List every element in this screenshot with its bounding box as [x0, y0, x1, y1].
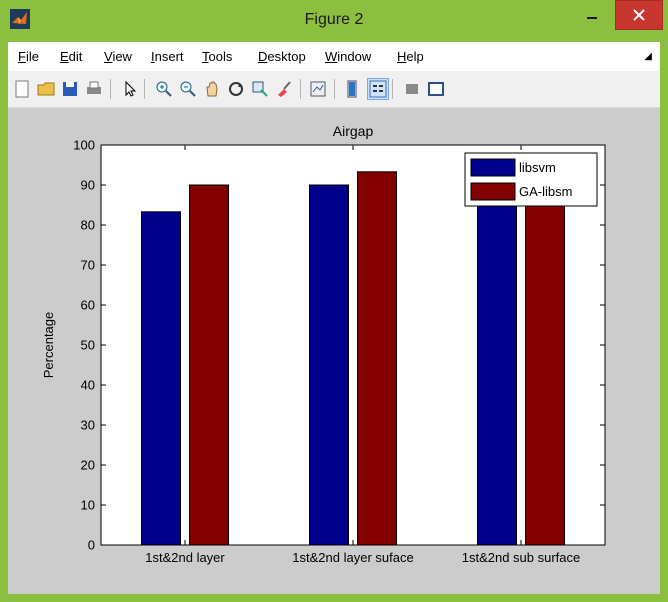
- menu-overflow-icon[interactable]: ◢: [644, 51, 652, 62]
- hide-plot-tools-icon: [406, 84, 418, 94]
- show-plot-tools-button[interactable]: [426, 79, 446, 99]
- legend-label-libsvm: libsvm: [519, 160, 556, 175]
- y-tick-label: 10: [81, 498, 95, 513]
- colorbar-button[interactable]: [342, 79, 362, 99]
- bar-libsvm-1: [141, 211, 181, 546]
- y-tick-label: 60: [81, 298, 95, 313]
- close-icon: [633, 9, 645, 21]
- zoom-in-button[interactable]: [154, 79, 174, 99]
- pointer-button[interactable]: [120, 79, 140, 99]
- axes-background: [101, 145, 605, 545]
- bar-ga-libsm-3: [525, 184, 565, 546]
- zoom-out-icon: [180, 81, 196, 97]
- menu-edit[interactable]: Edit: [60, 49, 83, 64]
- hide-plot-tools-button[interactable]: [402, 79, 422, 99]
- bar-libsvm-2: [309, 184, 349, 546]
- legend-swatch-libsvm: [470, 158, 516, 177]
- rotate-3d-button[interactable]: [226, 79, 246, 99]
- menu-bar: ◢ File Edit View Insert Tools Desktop Window He…: [8, 42, 660, 71]
- pan-button[interactable]: [202, 79, 222, 99]
- y-axis-label: Percentage: [41, 312, 56, 379]
- menu-view[interactable]: View: [104, 49, 132, 64]
- legend-button[interactable]: [367, 78, 389, 100]
- y-tick-label: 30: [81, 418, 95, 433]
- colorbar-icon: [347, 80, 357, 98]
- open-file-button[interactable]: [36, 79, 56, 99]
- print-icon: [87, 81, 101, 94]
- legend-swatch-ga-libsm: [470, 182, 516, 201]
- save-button[interactable]: [60, 79, 80, 99]
- toolbar-separator: [300, 79, 301, 99]
- menu-window[interactable]: Window: [325, 49, 372, 64]
- y-tick-label: 100: [73, 138, 95, 153]
- data-cursor-icon: [252, 81, 268, 97]
- matlab-icon: [10, 9, 30, 29]
- link-plot-icon: [310, 81, 326, 97]
- x-tick-label: 1st&2nd layer suface: [292, 550, 413, 565]
- rotate-3d-icon: [229, 82, 243, 96]
- new-figure-icon: [15, 80, 29, 98]
- y-tick-label: 50: [81, 338, 95, 353]
- toolbar-separator: [110, 79, 111, 99]
- menu-desktop[interactable]: Desktop: [258, 49, 306, 64]
- minimize-icon: [587, 17, 597, 19]
- y-tick-label: 70: [81, 258, 95, 273]
- menu-tools[interactable]: Tools: [202, 49, 233, 64]
- menu-file[interactable]: File: [18, 49, 39, 64]
- open-file-icon: [37, 82, 55, 96]
- y-tick-label: 20: [81, 458, 95, 473]
- data-cursor-button[interactable]: [250, 79, 270, 99]
- figure-toolbar: [8, 71, 660, 108]
- menu-help[interactable]: Help: [397, 49, 424, 64]
- print-button[interactable]: [84, 79, 104, 99]
- bar-chart: 1st&2nd layer 1st&2nd layer suface 1st&2nd…: [41, 123, 606, 565]
- x-tick-label: 1st&2nd layer: [145, 550, 225, 565]
- toolbar-separator: [334, 79, 335, 99]
- toolbar-separator: [392, 79, 393, 99]
- y-tick-label: 40: [81, 378, 95, 393]
- new-figure-button[interactable]: [12, 79, 32, 99]
- x-tick-label: 1st&2nd sub surface: [462, 550, 581, 565]
- minimize-button[interactable]: [577, 0, 607, 28]
- legend: libsvm GA-libsm: [464, 152, 598, 207]
- menu-insert[interactable]: Insert: [151, 49, 184, 64]
- title-bar[interactable]: Figure 2: [0, 0, 668, 42]
- zoom-in-icon: [156, 81, 172, 97]
- save-icon: [63, 82, 77, 96]
- bar-ga-libsm-1: [189, 184, 229, 546]
- legend-icon: [369, 80, 387, 98]
- pan-icon: [206, 81, 218, 97]
- y-tick-label: 90: [81, 178, 95, 193]
- link-plot-button[interactable]: [308, 79, 328, 99]
- chart-title: Airgap: [333, 123, 374, 139]
- figure-canvas: 1st&2nd layer 1st&2nd layer suface 1st&2nd…: [8, 108, 660, 594]
- bar-libsvm-3: [477, 184, 517, 546]
- y-tick-label: 80: [81, 218, 95, 233]
- close-button[interactable]: [615, 0, 663, 30]
- y-tick-label: 0: [88, 538, 95, 553]
- brush-icon: [278, 81, 291, 97]
- legend-label-ga-libsm: GA-libsm: [519, 184, 572, 199]
- brush-button[interactable]: [274, 79, 294, 99]
- bar-ga-libsm-2: [357, 171, 397, 546]
- pointer-icon: [125, 80, 137, 97]
- show-plot-tools-icon: [428, 82, 444, 96]
- axes-box: [100, 144, 606, 546]
- toolbar-separator: [144, 79, 145, 99]
- zoom-out-button[interactable]: [178, 79, 198, 99]
- window-title: Figure 2: [304, 11, 364, 28]
